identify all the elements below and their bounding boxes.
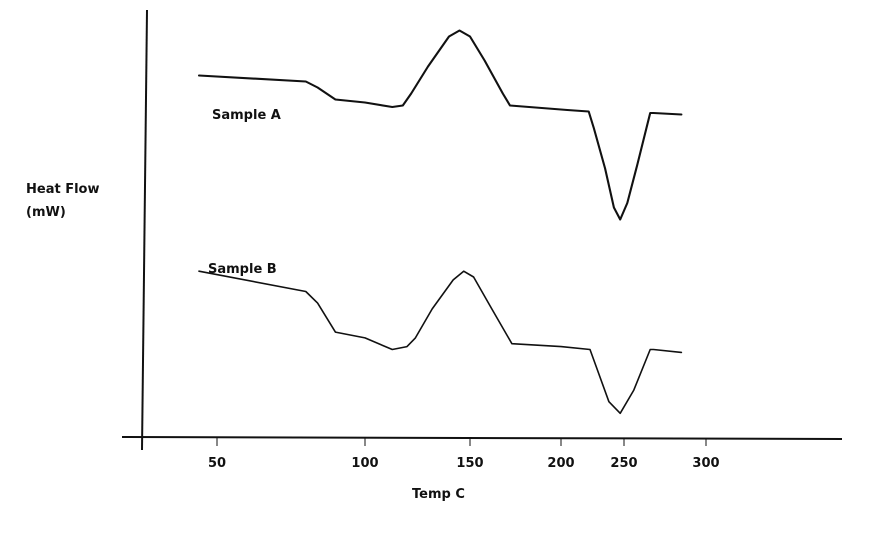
series-line-sample-a: [197, 29, 683, 221]
x-ticks: 50 100 150 200 250 300: [208, 438, 720, 471]
series-label-sample-b: Sample B: [208, 262, 277, 277]
series-line-sample-b: [198, 270, 683, 415]
series-layer: [197, 29, 683, 415]
axes: [121, 9, 843, 451]
x-tick-label: 200: [547, 456, 574, 471]
x-tick-label: 100: [351, 456, 378, 471]
x-axis-label: Temp C: [412, 487, 465, 502]
y-axis-label: Heat Flow (mW): [26, 178, 100, 224]
y-axis: [141, 9, 148, 451]
y-axis-label-line1: Heat Flow: [26, 182, 100, 197]
x-tick-label: 150: [456, 456, 483, 471]
series-label-sample-a: Sample A: [212, 108, 281, 123]
x-tick-label: 300: [692, 456, 719, 471]
x-axis: [121, 436, 843, 440]
x-tick-label: 50: [208, 456, 226, 471]
y-axis-label-line2: (mW): [26, 205, 66, 220]
x-tick-label: 250: [610, 456, 637, 471]
